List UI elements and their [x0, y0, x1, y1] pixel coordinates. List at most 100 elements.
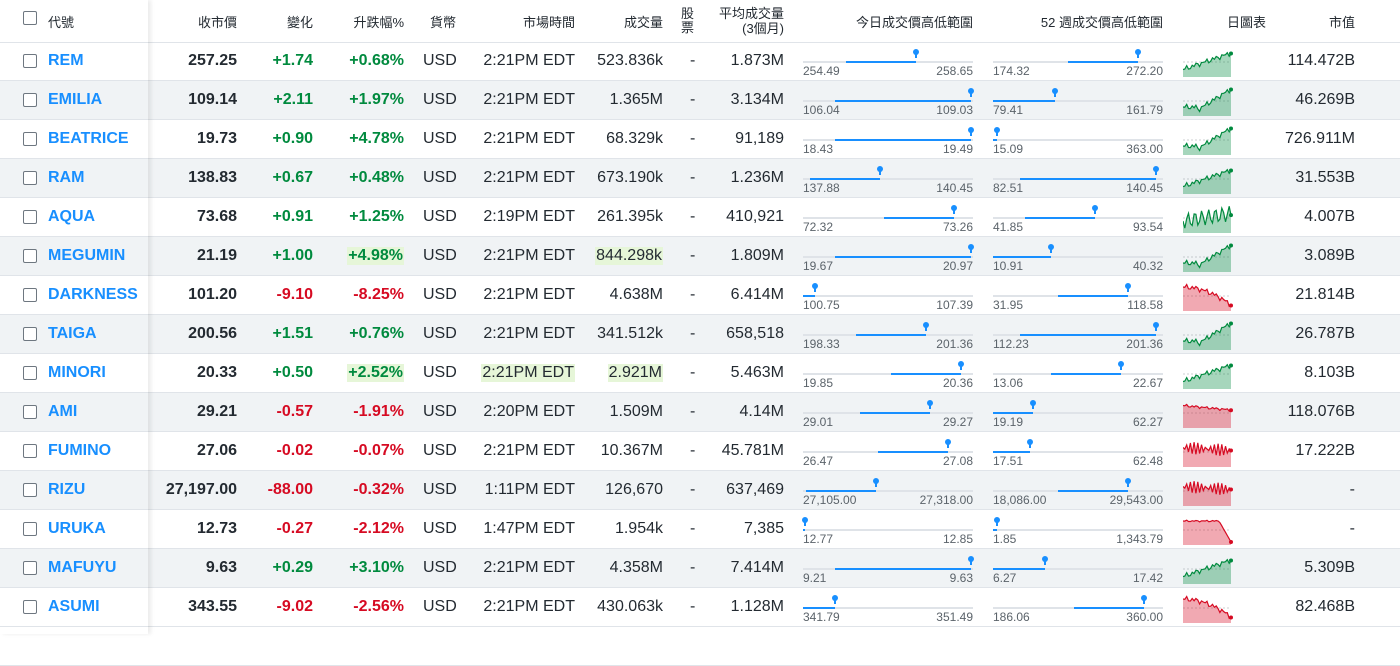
52wk-range-low: 82.51 — [993, 181, 1024, 195]
row-checkbox[interactable] — [23, 93, 37, 107]
symbol-link[interactable]: DARKNESS — [48, 286, 138, 303]
row-checkbox[interactable] — [23, 522, 37, 536]
symbol-link[interactable]: EMILIA — [48, 91, 103, 108]
header-volume[interactable]: 成交量 — [623, 14, 663, 30]
symbol-link[interactable]: MAFUYU — [48, 559, 117, 576]
table-row[interactable]: AQUA 73.68 +0.91 +1.25% USD 2:19PM EDT 2… — [0, 198, 1400, 237]
table-row[interactable]: REM 257.25 +1.74 +0.68% USD 2:21PM EDT 5… — [0, 42, 1400, 81]
header-change[interactable]: 變化 — [286, 14, 313, 30]
day-range-fill — [878, 451, 948, 453]
header-symbol[interactable]: 代號 — [48, 14, 75, 30]
row-checkbox[interactable] — [23, 366, 37, 380]
row-checkbox[interactable] — [23, 600, 37, 614]
last-price: 27.06 — [196, 442, 237, 459]
volume-value: 4.638M — [609, 286, 663, 303]
52wk-range-high: 363.00 — [1126, 142, 1163, 156]
day-chart-sparkline[interactable] — [1183, 552, 1235, 586]
volume: 523.836k — [580, 42, 663, 80]
header-avg-volume[interactable]: 平均成交量 (3個月) — [700, 0, 784, 42]
volume: 261.395k — [580, 198, 663, 236]
table-row[interactable]: RIZU 27,197.00 -88.00 -0.32% USD 1:11PM … — [0, 471, 1400, 510]
table-row[interactable]: URUKA 12.73 -0.27 -2.12% USD 1:47PM EDT … — [0, 510, 1400, 549]
table-row[interactable]: TAIGA 200.56 +1.51 +0.76% USD 2:21PM EDT… — [0, 315, 1400, 354]
symbol-link[interactable]: REM — [48, 52, 84, 69]
row-checkbox[interactable] — [23, 171, 37, 185]
symbol-link[interactable]: ASUMI — [48, 598, 100, 615]
table-row[interactable]: BEATRICE 19.73 +0.90 +4.78% USD 2:21PM E… — [0, 120, 1400, 159]
symbol-link[interactable]: AQUA — [48, 208, 96, 225]
percent-change-value: -0.07% — [353, 442, 404, 459]
row-checkbox[interactable] — [23, 561, 37, 575]
52wk-range-marker — [1141, 595, 1147, 604]
table-row[interactable]: DARKNESS 101.20 -9.10 -8.25% USD 2:21PM … — [0, 276, 1400, 315]
symbol-link[interactable]: FUMINO — [48, 442, 112, 459]
row-checkbox[interactable] — [23, 327, 37, 341]
table-row[interactable]: ASUMI 343.55 -9.02 -2.56% USD 2:21PM EDT… — [0, 588, 1400, 627]
52wk-range-slider: 13.06 22.67 — [993, 354, 1163, 393]
day-chart-sparkline[interactable] — [1183, 357, 1235, 391]
day-chart-sparkline[interactable] — [1183, 474, 1235, 508]
52wk-range-low: 6.27 — [993, 571, 1017, 585]
day-chart-sparkline[interactable] — [1183, 45, 1235, 79]
symbol-link[interactable]: RIZU — [48, 481, 86, 498]
header-percent-change[interactable]: 升跌幅% — [353, 14, 404, 30]
price-change: +0.67 — [272, 169, 313, 186]
table-row[interactable]: EMILIA 109.14 +2.11 +1.97% USD 2:21PM ED… — [0, 81, 1400, 120]
day-chart-sparkline[interactable] — [1183, 240, 1235, 274]
header-day-range[interactable]: 今日成交價高低範圍 — [855, 14, 973, 30]
row-checkbox[interactable] — [23, 483, 37, 497]
header-last-price[interactable]: 收市價 — [197, 14, 237, 30]
row-checkbox[interactable] — [23, 405, 37, 419]
symbol-link[interactable]: TAIGA — [48, 325, 97, 342]
day-chart-sparkline[interactable] — [1183, 201, 1235, 235]
table-row[interactable]: MAFUYU 9.63 +0.29 +3.10% USD 2:21PM EDT … — [0, 549, 1400, 588]
row-checkbox[interactable] — [23, 249, 37, 263]
volume: 341.512k — [580, 315, 663, 353]
day-chart-sparkline[interactable] — [1183, 123, 1235, 157]
52wk-range-slider: 17.51 62.48 — [993, 432, 1163, 471]
row-checkbox[interactable] — [23, 54, 37, 68]
avg-volume: 1.809M — [730, 247, 784, 264]
price-change: -9.10 — [276, 286, 313, 303]
table-row[interactable]: AMI 29.21 -0.57 -1.91% USD 2:20PM EDT 1.… — [0, 393, 1400, 432]
header-52wk-range[interactable]: 52 週成交價高低範圍 — [1040, 14, 1163, 30]
day-chart-sparkline[interactable] — [1183, 162, 1235, 196]
52wk-range-high: 140.45 — [1126, 181, 1163, 195]
market-time: 2:21PM EDT — [470, 81, 575, 119]
header-day-chart[interactable]: 日圖表 — [1226, 14, 1266, 30]
currency: USD — [423, 247, 457, 264]
select-all-checkbox[interactable] — [23, 11, 37, 25]
table-row[interactable]: FUMINO 27.06 -0.02 -0.07% USD 2:21PM EDT… — [0, 432, 1400, 471]
symbol-link[interactable]: RAM — [48, 169, 85, 186]
percent-change: +1.25% — [320, 198, 404, 236]
day-chart-sparkline[interactable] — [1183, 318, 1235, 352]
day-chart-sparkline[interactable] — [1183, 435, 1235, 469]
symbol-link[interactable]: BEATRICE — [48, 130, 129, 147]
symbol-link[interactable]: AMI — [48, 403, 78, 420]
volume-value: 1.365M — [609, 91, 663, 108]
header-currency[interactable]: 貨幣 — [430, 14, 457, 30]
day-chart-sparkline[interactable] — [1183, 279, 1235, 313]
row-checkbox[interactable] — [23, 444, 37, 458]
header-market-time[interactable]: 市場時間 — [522, 14, 575, 30]
header-shares[interactable]: 股 票 — [681, 0, 694, 42]
table-row[interactable]: MEGUMIN 21.19 +1.00 +4.98% USD 2:21PM ED… — [0, 237, 1400, 276]
table-row[interactable]: RAM 138.83 +0.67 +0.48% USD 2:21PM EDT 6… — [0, 159, 1400, 198]
day-chart-sparkline[interactable] — [1183, 396, 1235, 430]
table-row[interactable]: MINORI 20.33 +0.50 +2.52% USD 2:21PM EDT… — [0, 354, 1400, 393]
symbol-link[interactable]: MEGUMIN — [48, 247, 126, 264]
day-chart-sparkline[interactable] — [1183, 591, 1235, 625]
day-chart-sparkline[interactable] — [1183, 513, 1235, 547]
day-range-fill — [810, 178, 880, 180]
avg-volume: 6.414M — [730, 286, 784, 303]
row-checkbox[interactable] — [23, 132, 37, 146]
day-range-slider: 100.75 107.39 — [803, 276, 973, 315]
symbol-link[interactable]: URUKA — [48, 520, 106, 537]
row-checkbox[interactable] — [23, 288, 37, 302]
symbol-link[interactable]: MINORI — [48, 364, 106, 381]
row-checkbox[interactable] — [23, 210, 37, 224]
day-chart-sparkline[interactable] — [1183, 84, 1235, 118]
52wk-range-low: 17.51 — [993, 454, 1024, 468]
header-market-cap[interactable]: 市值 — [1328, 14, 1355, 30]
avg-volume: 7,385 — [743, 520, 784, 537]
